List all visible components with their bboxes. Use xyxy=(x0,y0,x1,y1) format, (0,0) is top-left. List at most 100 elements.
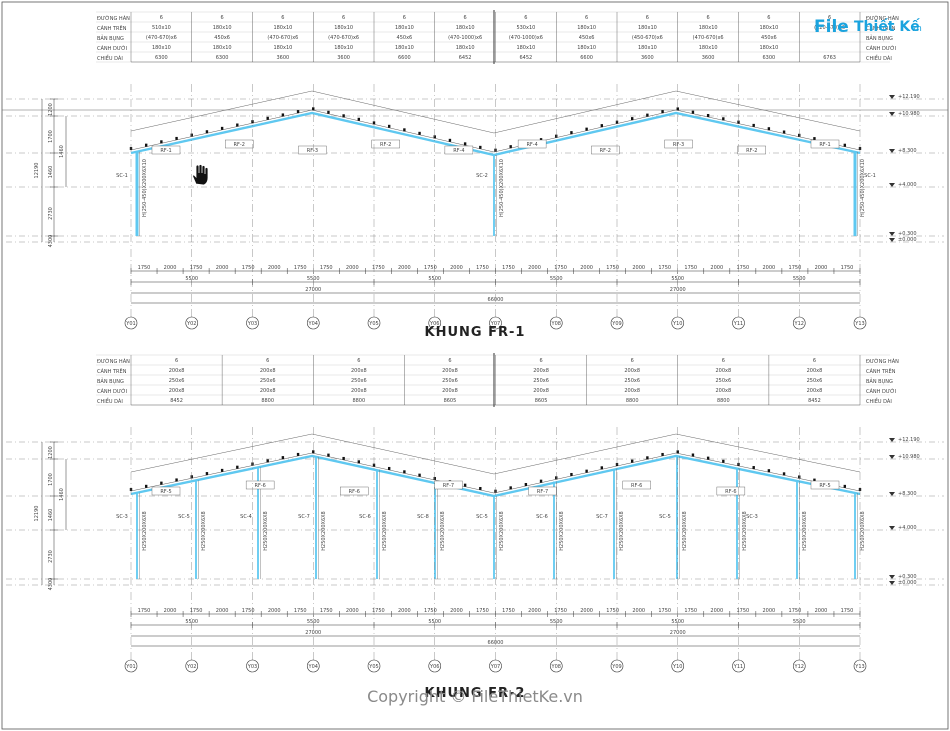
table-cell: 180x10 xyxy=(395,45,414,51)
span-dim-text: 2000 xyxy=(398,608,411,614)
purlin-mark xyxy=(403,128,406,132)
table-cell: 200x8 xyxy=(260,388,276,394)
table-cell: 6 xyxy=(707,15,710,21)
axis-bubble xyxy=(549,659,563,673)
table-cell: 180x10 xyxy=(456,45,475,51)
member-tag: RF-6 xyxy=(631,483,642,489)
table-cell: 180x10 xyxy=(456,25,475,31)
level-marker-icon xyxy=(889,581,895,585)
purlin-mark xyxy=(524,482,528,486)
table-cell: 180x10 xyxy=(213,25,232,31)
purlin-mark xyxy=(236,465,239,469)
table-cell: 8800 xyxy=(717,398,730,404)
span-dim-text: 2000 xyxy=(580,265,593,271)
axis-label: Y06 xyxy=(429,664,439,670)
table-cell: 8452 xyxy=(808,398,821,404)
purlin-mark xyxy=(312,450,315,454)
span-dim-text: 2000 xyxy=(216,265,229,271)
frame-1: ĐƯỜNG HÀN CÁNH TRÊN BẢN BỤNG CÁNH DƯỚI CHIỀU… xyxy=(6,10,944,340)
purlin-mark xyxy=(160,481,163,485)
purlin-mark xyxy=(570,472,573,476)
table-row-label: BẢN BỤNG xyxy=(97,377,124,385)
table-cell: 6763 xyxy=(823,55,836,61)
table-cell: 200x8 xyxy=(624,388,640,394)
purlin-mark xyxy=(144,484,148,488)
axis-label: Y09 xyxy=(611,321,621,327)
table-cell: (120-670)x6 xyxy=(814,25,845,31)
dim-text: 1460 xyxy=(59,145,65,158)
table-cell: 6 xyxy=(539,358,542,364)
span-dim-text: 2000 xyxy=(164,265,177,271)
table-cell: (470-1000)x6 xyxy=(509,35,543,41)
member-tag: RF-2 xyxy=(746,148,757,154)
table-cell: 180x10 xyxy=(273,45,292,51)
axis-bubble xyxy=(489,316,502,330)
purlin-mark xyxy=(372,121,376,125)
left-dimensions: 12190 1200 1700 1460 2730 4300 1460 xyxy=(34,441,67,590)
table-cell: 3600 xyxy=(641,55,654,61)
axis-bubble xyxy=(489,659,502,673)
span-dim-text: 2000 xyxy=(815,608,828,614)
span-dim-text: 1750 xyxy=(789,608,802,614)
table-cell: 180x10 xyxy=(577,45,596,51)
dim-text: 1460 xyxy=(48,509,54,522)
column-section-text: H(250-450)X200X6X10 xyxy=(499,159,505,217)
table-cell: 180x10 xyxy=(152,45,171,51)
axis-bubble xyxy=(246,659,259,673)
column-tag: SC-5 xyxy=(476,514,488,520)
span-dim-text: 1750 xyxy=(294,608,307,614)
purlin-mark xyxy=(479,486,482,490)
purlin-mark xyxy=(327,453,330,457)
axis-bubble xyxy=(732,316,745,330)
table-cell: 6 xyxy=(813,358,816,364)
table-cell: 200x8 xyxy=(442,388,458,394)
member-tag-box xyxy=(340,486,369,496)
span-dim-text: 1750 xyxy=(841,265,854,271)
column-section-text: H250X200X6X8 xyxy=(440,511,446,551)
purlin-mark xyxy=(220,468,224,472)
purlin-mark xyxy=(281,456,285,460)
member-tag-box xyxy=(151,145,181,155)
purlin-mark xyxy=(418,131,421,135)
dim-text: 1700 xyxy=(48,130,54,143)
axis-label: Y06 xyxy=(429,321,439,327)
purlin-mark xyxy=(463,142,467,146)
purlin-mark xyxy=(813,137,816,141)
span-dim-text: 1750 xyxy=(502,608,515,614)
table-cell: 200x8 xyxy=(807,368,823,374)
table-cell: 6 xyxy=(631,358,634,364)
member-tags: RF-5 RF-6 RF-6 RF-7 RF-7 RF-6 RF-6 RF-5 xyxy=(151,480,840,496)
purlin-mark xyxy=(175,136,178,140)
span-dim-text: 2000 xyxy=(450,608,463,614)
column-tags: SC-1 SC-2 SC-1 xyxy=(116,173,876,179)
table-cell: 250x6 xyxy=(442,378,458,384)
span-dim-text: 1750 xyxy=(320,265,333,271)
table-cell: 250x6 xyxy=(807,378,823,384)
purlin-mark xyxy=(661,452,664,456)
level-marker-icon xyxy=(889,438,895,442)
table-cell: 450x6 xyxy=(397,35,413,41)
column-tag: SC-6 xyxy=(536,514,548,520)
member-tag-box xyxy=(737,145,766,155)
axis-label: Y11 xyxy=(733,664,743,670)
purlin-mark xyxy=(752,123,755,127)
table-row-label: CÁNH DƯỚI xyxy=(97,388,127,395)
table-cell: 200x8 xyxy=(715,368,731,374)
table-cell: 6 xyxy=(266,358,269,364)
purlin-mark xyxy=(706,456,710,460)
column-tag: SC-1 xyxy=(864,173,876,179)
column-tag: SC-2 xyxy=(476,173,488,179)
axis-label: Y03 xyxy=(247,321,257,327)
purlin-mark xyxy=(539,479,543,483)
table-row-label-right: BẢN BỤNG xyxy=(866,34,893,42)
span-dim-text: 2000 xyxy=(268,608,281,614)
span-dim-text: 2000 xyxy=(268,265,281,271)
dim-text: 1460 xyxy=(48,166,54,179)
span-dim-text: 2000 xyxy=(710,608,723,614)
level-label: +0.300 xyxy=(898,231,917,237)
level-label: +0.300 xyxy=(898,574,917,580)
axis-bubble xyxy=(792,316,806,330)
axis-bubble xyxy=(792,659,806,673)
axis-grid: Y01 Y02 Y03 Y04 Y05 Y06 Y07 Y08 Y09 Y10 Y11 Y12 Y13 xyxy=(124,84,867,330)
